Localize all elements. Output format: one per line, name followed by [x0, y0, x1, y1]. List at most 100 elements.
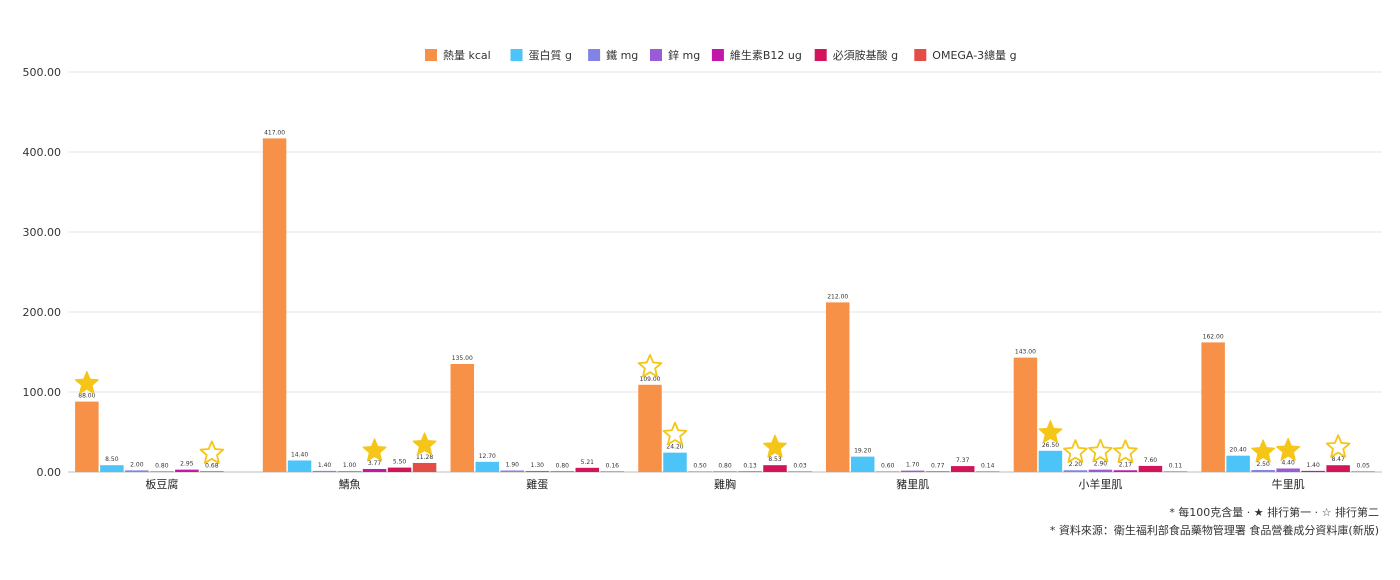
star-second-icon [662, 421, 688, 446]
bar-value-label: 1.70 [906, 462, 920, 469]
bar-value-label: 135.00 [452, 355, 473, 362]
y-tick-label: 0.00 [37, 466, 62, 479]
bar [1088, 469, 1113, 472]
bar-value-label: 19.20 [854, 448, 871, 455]
bar-value-label: 0.80 [155, 462, 169, 469]
bar [1113, 470, 1138, 472]
bar-value-label: 2.20 [1069, 461, 1083, 468]
bar [1201, 342, 1225, 472]
bar-value-label: 24.20 [666, 444, 683, 451]
bar [100, 465, 124, 472]
legend-swatch [510, 49, 523, 61]
legend-item[interactable]: 鐵 mg [588, 48, 638, 62]
bar [713, 471, 737, 472]
grid-lines [68, 71, 1382, 473]
bar [788, 471, 812, 472]
legend-swatch [425, 49, 437, 61]
legend-item[interactable]: 維生素B12 ug [711, 48, 802, 62]
star-first-icon [1276, 437, 1301, 461]
star-second-icon [1113, 439, 1138, 463]
bar [550, 471, 575, 472]
y-tick-label: 300.00 [23, 226, 62, 239]
legend-swatch [588, 49, 601, 61]
bar-value-label: 0.77 [931, 462, 945, 469]
bar [763, 465, 787, 472]
bar [825, 302, 850, 472]
x-category-label: 雞蛋 [526, 477, 548, 491]
y-tick-label: 100.00 [23, 386, 62, 399]
x-category-label: 小羊里肌 [1078, 477, 1122, 491]
bar [287, 460, 312, 472]
bar [875, 471, 900, 472]
legend-item[interactable]: 熱量 kcal [425, 49, 491, 62]
bar-value-label: 0.14 [981, 462, 995, 469]
bar-value-label: 4.40 [1281, 459, 1295, 466]
star-first-icon [362, 438, 387, 462]
y-tick-label: 400.00 [23, 146, 62, 159]
bar [1251, 470, 1275, 472]
bar [337, 471, 362, 472]
x-category-label: 板豆腐 [145, 477, 178, 491]
bar [150, 471, 174, 472]
bar [638, 384, 662, 472]
legend-swatch [814, 49, 827, 61]
bar-value-label: 0.13 [743, 462, 757, 469]
bar [900, 470, 925, 472]
bar [1138, 465, 1163, 472]
bar [600, 471, 625, 472]
bar-value-label: 14.40 [291, 451, 308, 458]
bar-value-label: 5.50 [393, 459, 407, 466]
bar [525, 470, 550, 472]
bar [925, 471, 950, 472]
bar-value-label: 7.60 [1144, 457, 1158, 464]
bar-value-label: 5.21 [581, 459, 595, 466]
bar [1163, 471, 1188, 472]
star-first-icon [762, 434, 788, 458]
bar [738, 471, 762, 472]
bar-value-label: 0.60 [881, 462, 895, 469]
bar-value-label: 0.50 [693, 462, 707, 469]
star-first-icon [1038, 420, 1063, 444]
star-first-icon [412, 432, 437, 456]
footnote-rank: * 每100克含量 · ★ 排行第一 · ☆ 排行第二 [1169, 506, 1379, 519]
bar [1038, 450, 1063, 472]
legend-item[interactable]: 鋅 mg [650, 48, 700, 62]
data-labels: 88.00 8.50 2.00 0.80 2.95 0.68 417.00 14.40 1.40… [78, 129, 1370, 469]
star-second-icon [1325, 434, 1351, 458]
legend-item[interactable]: OMEGA-3總量 g [914, 48, 1017, 62]
bar-value-label: 2.90 [1094, 461, 1108, 468]
bar [450, 364, 475, 472]
bar-value-label: 7.37 [956, 457, 970, 464]
bar-value-label: 2.17 [1119, 461, 1133, 468]
y-tick-label: 200.00 [23, 306, 62, 319]
bar [1013, 357, 1038, 472]
bar-value-label: 8.47 [1331, 456, 1345, 463]
legend-label: 必須胺基酸 g [833, 48, 898, 62]
legend-label: 熱量 kcal [443, 49, 491, 62]
star-second-icon [1063, 439, 1088, 463]
y-tick-label: 500.00 [23, 66, 62, 79]
legend-item[interactable]: 蛋白質 g [510, 48, 572, 62]
bar-value-label: 212.00 [827, 293, 848, 300]
footnote-source: * 資料來源：衛生福利部食品藥物管理署 食品營養成分資料庫(新版) [1049, 524, 1379, 537]
bar [1276, 468, 1300, 472]
bar-value-label: 0.68 [205, 462, 219, 469]
bar-value-label: 1.30 [531, 462, 545, 469]
bar [1351, 471, 1375, 472]
bar [1063, 470, 1088, 472]
bar-value-label: 11.28 [416, 454, 433, 461]
legend-item[interactable]: 必須胺基酸 g [814, 48, 898, 62]
bar [475, 461, 500, 472]
legend: 熱量 kcal 蛋白質 g 鐵 mg 鋅 mg 維生素B12 ug 必須胺基酸 g OMEG… [425, 48, 1017, 62]
bar-value-label: 162.00 [1203, 333, 1224, 340]
legend-label: 鐵 mg [606, 48, 638, 62]
rank-stars [74, 353, 1351, 465]
star-first-icon [74, 371, 99, 394]
bar-value-label: 1.00 [343, 462, 357, 469]
bar-value-label: 20.40 [1230, 447, 1247, 454]
bar [125, 470, 149, 472]
bar [663, 452, 687, 472]
bar [312, 470, 337, 472]
bar-value-label: 26.50 [1042, 442, 1059, 449]
x-category-label: 牛里肌 [1272, 477, 1305, 491]
